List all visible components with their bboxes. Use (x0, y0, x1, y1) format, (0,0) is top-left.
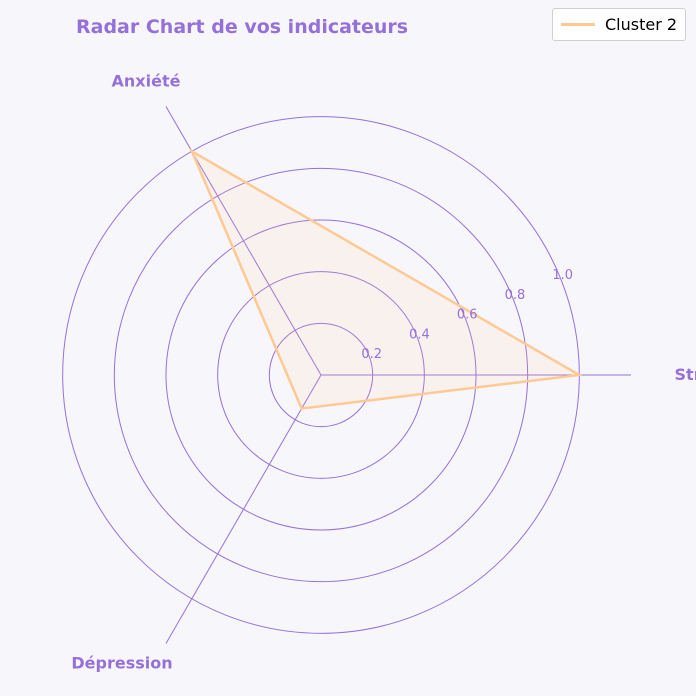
axis-label-stress: Stress (675, 365, 696, 384)
tick-label-3: 0.6 (457, 308, 478, 323)
tick-label-5: 1.0 (552, 268, 573, 283)
axis-label-anxiété: Anxiété (112, 72, 181, 91)
series-layer (189, 148, 584, 410)
tick-label-2: 0.4 (409, 327, 430, 342)
series-polygon-1 (189, 148, 584, 410)
legend-label-cluster-2: Cluster 2 (605, 15, 678, 34)
legend-swatch (561, 23, 595, 26)
legend: Cluster 2 (552, 8, 686, 41)
axis-label-dépression: Dépression (71, 653, 172, 672)
axis-labels: Stress Anxiété Dépression (71, 72, 696, 673)
chart-title: Radar Chart de vos indicateurs (76, 16, 409, 38)
radial-tick-labels: 0.2 0.4 0.6 0.8 1.0 (361, 268, 573, 362)
spoke-dépression (165, 374, 322, 644)
tick-label-4: 0.8 (505, 288, 526, 303)
tick-label-1: 0.2 (361, 347, 382, 362)
